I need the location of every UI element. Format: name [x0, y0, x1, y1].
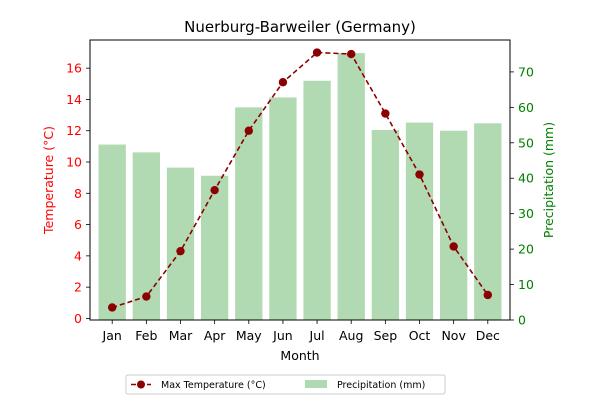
temperature-point	[278, 78, 288, 87]
y-right-tick-label: 70	[518, 64, 534, 79]
x-tick-label: Jul	[309, 328, 325, 343]
temperature-point	[312, 48, 322, 57]
x-tick-label: Oct	[409, 328, 431, 343]
y-right-tick-label: 20	[518, 242, 534, 257]
y-left-tick-label: 4	[74, 248, 82, 263]
precipitation-bar	[269, 97, 297, 320]
y-axis-right-label: Precipitation (mm)	[541, 122, 556, 238]
precipitation-bar	[98, 144, 126, 320]
chart-title: Nuerburg-Barweiler (Germany)	[184, 18, 416, 36]
plot-frame	[89, 39, 511, 321]
y-right-tick-label: 40	[518, 171, 534, 186]
y-axis-left: 0 2 4 6 8 10 12 14 16	[66, 61, 90, 326]
temperature-point	[415, 170, 424, 179]
legend-bar-swatch	[305, 380, 327, 388]
y-right-tick-label: 30	[518, 206, 534, 221]
legend-box	[125, 374, 446, 395]
x-tick-label: Sep	[374, 328, 398, 343]
precipitation-bar	[303, 80, 331, 320]
x-tick-label: Mar	[169, 328, 193, 343]
legend-label-precipitation: Precipitation (mm)	[337, 380, 425, 391]
temperature-point	[244, 126, 253, 135]
legend: Max Temperature (°C) Precipitation (mm)	[125, 374, 446, 395]
precipitation-bar	[371, 130, 400, 320]
x-tick-label: Feb	[135, 328, 157, 343]
precipitation-bar	[132, 152, 160, 320]
x-axis-label: Month	[280, 348, 319, 363]
y-left-tick-label: 8	[74, 186, 82, 201]
precipitation-bar	[235, 107, 263, 321]
temperature-point	[449, 242, 458, 251]
precipitation-bars	[98, 53, 502, 321]
y-left-tick-label: 16	[66, 61, 82, 76]
temperature-point	[483, 290, 493, 300]
precipitation-bar	[166, 167, 195, 320]
precipitation-bar	[474, 123, 502, 320]
precipitation-bar	[440, 130, 468, 320]
temperature-point	[210, 185, 219, 195]
x-axis: Jan Feb Mar Apr May Jun Jul Aug Sep Oct Nov Dec	[102, 320, 500, 343]
y-left-tick-label: 6	[74, 217, 82, 232]
x-tick-label: Aug	[339, 328, 363, 343]
x-tick-label: Apr	[204, 328, 226, 343]
y-right-tick-label: 50	[518, 135, 534, 150]
y-right-tick-label: 10	[518, 277, 534, 292]
precipitation-bar	[337, 53, 365, 320]
temperature-point	[347, 49, 356, 59]
y-left-tick-label: 14	[66, 92, 82, 107]
x-tick-label: Dec	[476, 328, 500, 343]
x-tick-label: Nov	[441, 328, 466, 343]
temperature-point	[176, 246, 185, 256]
temperature-point	[142, 292, 151, 301]
precipitation-bar	[405, 122, 434, 320]
temperature-point	[381, 109, 390, 118]
legend-line-marker	[137, 380, 145, 389]
y-axis-right: 0 10 20 30 40 50 60 70	[510, 64, 534, 328]
y-right-tick-label: 0	[518, 313, 526, 328]
y-axis-left-label: Temperature (°C)	[41, 126, 56, 235]
temperature-point	[107, 303, 117, 312]
x-tick-label: Jan	[102, 328, 122, 343]
legend-label-temperature: Max Temperature (°C)	[161, 380, 266, 391]
temperature-line	[107, 48, 493, 312]
x-tick-label: Jun	[272, 328, 293, 343]
y-left-tick-label: 10	[66, 155, 82, 170]
y-right-tick-label: 60	[518, 100, 534, 115]
x-tick-label: May	[236, 328, 262, 343]
y-left-tick-label: 12	[66, 123, 82, 138]
temperature-line-path	[111, 51, 489, 309]
y-left-tick-label: 2	[74, 280, 82, 295]
y-left-tick-label: 0	[74, 311, 82, 326]
precipitation-bar	[200, 175, 229, 320]
